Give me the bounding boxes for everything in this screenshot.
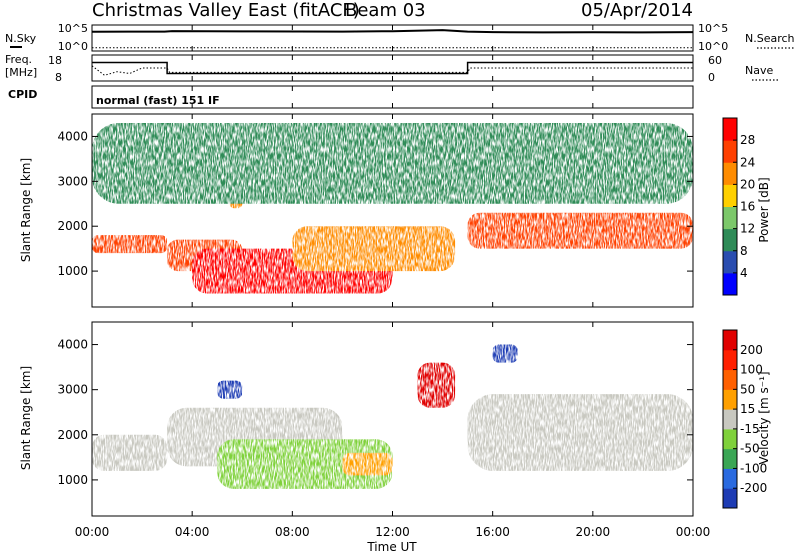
xtick-label: 12:00 — [375, 525, 410, 539]
colorbar-tick-label: -15 — [740, 422, 760, 436]
cpid-label: CPID — [8, 88, 37, 101]
colorbar-tick-label: -50 — [740, 442, 760, 456]
colorbar-swatch — [723, 488, 737, 509]
heatmap-cell — [467, 212, 693, 249]
colorbar-tick-label: 50 — [740, 382, 755, 396]
nave-tick-top: 60 — [708, 54, 722, 67]
colorbar-swatch — [723, 250, 737, 274]
power-heatmap — [92, 122, 693, 294]
colorbar-swatch — [723, 349, 737, 371]
power-yticks: 4000 3000 2000 1000 — [57, 129, 693, 278]
cpid-value: normal (fast) 151 IF — [96, 94, 220, 107]
colorbar-swatch — [723, 140, 737, 163]
power-ylabel: Slant Range [km] — [19, 158, 33, 262]
colorbar-swatch — [723, 206, 737, 230]
colorbar-tick-label: 8 — [740, 244, 748, 258]
freq-series-line — [92, 61, 693, 75]
velocity-ylabel: Slant Range [km] — [19, 366, 33, 470]
nsearch-tick-bottom: 10^0 — [698, 40, 728, 53]
xtick-label: 00:00 — [676, 525, 711, 539]
colorbar-tick-label: 100 — [740, 363, 763, 377]
ytick-label: 2000 — [57, 219, 88, 233]
ytick-label: 3000 — [57, 174, 88, 188]
nsky-tick-top: 10^5 — [58, 22, 88, 35]
time-axis: 00:00 04:00 08:00 12:00 16:00 20:00 00:00 — [75, 25, 711, 539]
colorbar-tick-label: -200 — [740, 481, 767, 495]
velocity-colorbar-label: Velocity [m s⁻¹] — [757, 371, 771, 464]
nsky-series-line — [91, 29, 694, 34]
freq-label: Freq. — [5, 53, 32, 66]
colorbar-tick-label: 15 — [740, 402, 755, 416]
ytick-label: 2000 — [57, 428, 88, 442]
velocity-colorbar: 200 100 50 15 -15 -50 -100 -200 — [722, 329, 767, 509]
colorbar-swatch — [723, 228, 737, 252]
ytick-label: 3000 — [57, 383, 88, 397]
velocity-panel: Slant Range [km] 4000 3000 2000 1000 200 100… — [19, 321, 771, 517]
colorbar-tick-label: 24 — [740, 155, 755, 169]
colorbar-swatch — [723, 448, 737, 469]
heatmap-cell — [492, 344, 518, 363]
heatmap-cell — [217, 439, 393, 489]
colorbar-swatch — [723, 272, 737, 296]
colorbar-swatch — [723, 409, 737, 430]
date-label: 05/Apr/2014 — [581, 0, 693, 21]
colorbar-tick-label: 12 — [740, 222, 755, 236]
nsearch-label: N.Search — [745, 32, 795, 45]
colorbar-swatch — [723, 118, 737, 141]
freq-panel: Freq. [MHz] 18 8 60 0 Nave — [5, 53, 778, 84]
velocity-yticks: 4000 3000 2000 1000 — [57, 338, 693, 487]
xtick-label: 08:00 — [275, 525, 310, 539]
ytick-label: 4000 — [57, 338, 88, 352]
colorbar-swatch — [723, 184, 737, 207]
colorbar-swatch — [723, 389, 737, 410]
heatmap-cell — [92, 235, 168, 254]
power-colorbar: 28 24 20 16 12 8 4 — [722, 117, 755, 296]
xtick-label: 20:00 — [576, 525, 611, 539]
heatmap-cell — [292, 226, 456, 272]
colorbar-tick-label: 28 — [740, 133, 755, 147]
nsky-tick-bottom: 10^0 — [58, 40, 88, 53]
freq-tick-bottom: 8 — [55, 71, 62, 84]
heatmap-cell — [92, 434, 168, 471]
colorbar-swatch — [723, 428, 737, 450]
xtick-label: 04:00 — [175, 525, 210, 539]
nave-tick-bottom: 0 — [708, 71, 715, 84]
freq-units: [MHz] — [5, 66, 37, 79]
velocity-heatmap — [92, 344, 693, 489]
colorbar-swatch — [723, 369, 737, 390]
colorbar-swatch — [723, 162, 737, 185]
heatmap-cell — [467, 394, 693, 471]
time-xlabel: Time UT — [366, 540, 417, 554]
heatmap-cell — [217, 380, 243, 399]
colorbar-tick-label: 20 — [740, 177, 755, 191]
heatmap-cell — [342, 452, 393, 476]
nsky-label: N.Sky — [5, 32, 37, 45]
ytick-label: 4000 — [57, 129, 88, 143]
nave-label: Nave — [745, 64, 773, 77]
nave-series-line — [91, 65, 693, 76]
colorbar-tick-label: 200 — [740, 343, 763, 357]
power-panel: Slant Range [km] 4000 3000 2000 1000 28 24 20… — [19, 113, 771, 308]
colorbar-tick-label: -100 — [740, 461, 767, 475]
colorbar-frame — [722, 329, 738, 509]
power-colorbar-label: Power [dB] — [757, 177, 771, 242]
colorbar-tick-label: 4 — [740, 266, 748, 280]
ytick-label: 1000 — [57, 473, 88, 487]
colorbar-swatch — [723, 468, 737, 489]
nsky-panel: N.Sky 10^5 10^0 10^5 10^0 N.Search — [5, 22, 795, 53]
xtick-label: 00:00 — [75, 525, 110, 539]
freq-tick-top: 18 — [48, 54, 62, 67]
xtick-label: 16:00 — [475, 525, 510, 539]
chart-title: Christmas Valley East (fitACF) — [92, 0, 360, 21]
ytick-label: 1000 — [57, 264, 88, 278]
colorbar-tick-label: 16 — [740, 200, 755, 214]
heatmap-cell — [92, 122, 693, 204]
heatmap-cell — [417, 362, 456, 408]
colorbar-swatch — [723, 330, 737, 351]
nsearch-tick-top: 10^5 — [698, 22, 728, 35]
beam-label: Beam 03 — [345, 0, 426, 21]
